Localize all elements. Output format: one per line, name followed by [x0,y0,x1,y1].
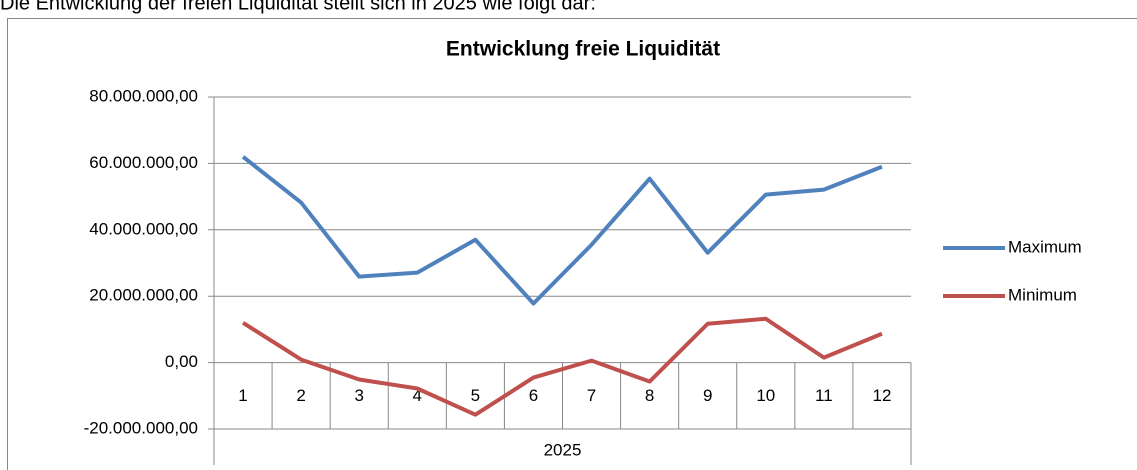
x-tick-label: 5 [471,386,480,405]
x-tick-label: 2 [296,386,305,405]
x-tick-label: 10 [756,386,775,405]
series-line [241,155,883,306]
x-tick-label: 9 [703,386,712,405]
chart-title: Entwicklung freie Liquidität [446,38,720,61]
x-tick-label: 4 [413,386,422,405]
y-tick-label: 20.000.000,00 [89,286,198,305]
x-group-label: 2025 [544,440,582,459]
legend-label: Maximum [1008,237,1082,256]
y-tick-label: 80.000.000,00 [89,86,198,105]
y-tick-label: -20.000.000,00 [84,418,198,437]
chart-border [7,18,1137,470]
x-tick-label: 6 [529,386,538,405]
x-tick-label: 3 [354,386,363,405]
y-tick-label: 0,00 [165,352,198,371]
y-tick-label: 60.000.000,00 [89,153,198,172]
x-tick-label: 1 [238,386,247,405]
x-tick-label: 8 [645,386,654,405]
x-tick-label: 7 [587,386,596,405]
y-tick-label: 40.000.000,00 [89,219,198,238]
x-tick-label: 12 [872,386,891,405]
series-line [241,316,883,417]
x-tick-label: 11 [815,386,833,405]
legend-label: Minimum [1008,285,1077,304]
intro-text: Die Entwicklung der freien Liquidität st… [0,0,596,14]
